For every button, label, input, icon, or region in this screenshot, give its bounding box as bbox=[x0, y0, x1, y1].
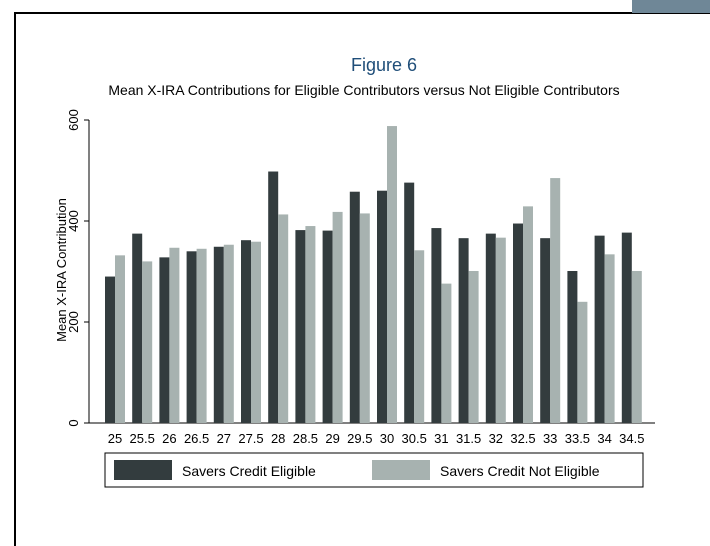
y-axis-label: Mean X-IRA Contribution bbox=[54, 198, 69, 342]
bar-eligible bbox=[404, 182, 415, 423]
x-tick-label: 31.5 bbox=[456, 431, 481, 446]
bar-eligible bbox=[567, 270, 578, 423]
bar-not-eligible bbox=[142, 261, 153, 423]
x-tick-label: 30.5 bbox=[402, 431, 427, 446]
x-tick-label: 32.5 bbox=[510, 431, 535, 446]
bar-not-eligible bbox=[577, 301, 588, 423]
bar-eligible bbox=[132, 233, 143, 423]
y-tick-label: 400 bbox=[66, 210, 81, 232]
bar-eligible bbox=[485, 233, 496, 423]
bar-not-eligible bbox=[305, 226, 316, 423]
bar-eligible bbox=[268, 171, 279, 423]
bar-not-eligible bbox=[359, 213, 370, 423]
legend: Savers Credit Eligible Savers Credit Not… bbox=[104, 452, 644, 488]
bar-eligible bbox=[458, 238, 469, 423]
x-tick-label: 28.5 bbox=[293, 431, 318, 446]
x-tick-label: 34 bbox=[597, 431, 611, 446]
bar-eligible bbox=[213, 246, 224, 423]
chart-subtitle: Mean X-IRA Contributions for Eligible Co… bbox=[108, 82, 619, 98]
bar-not-eligible bbox=[523, 206, 533, 423]
legend-label-eligible: Savers Credit Eligible bbox=[182, 463, 316, 479]
bar-eligible bbox=[322, 230, 333, 423]
corner-tab bbox=[632, 0, 710, 13]
bar-eligible bbox=[431, 228, 442, 423]
bar-eligible bbox=[186, 251, 197, 423]
plot-area: 0 200 400 600 25 25.5 26 26.5 27 27.5 28 28.5 29 29.5… bbox=[66, 109, 655, 446]
bar-not-eligible bbox=[251, 241, 261, 423]
bar-not-eligible bbox=[604, 254, 615, 423]
x-tick-label: 28 bbox=[271, 431, 285, 446]
x-tick-label: 33.5 bbox=[565, 431, 590, 446]
x-tick-label: 34.5 bbox=[619, 431, 644, 446]
bar-not-eligible bbox=[468, 270, 479, 423]
x-tick-label: 32 bbox=[489, 431, 503, 446]
bar-eligible bbox=[513, 223, 523, 423]
x-tick-label: 30 bbox=[380, 431, 394, 446]
bar-eligible bbox=[621, 232, 632, 423]
bar-not-eligible bbox=[550, 178, 561, 423]
x-tick-label: 27.5 bbox=[238, 431, 263, 446]
bar-eligible bbox=[105, 276, 115, 423]
y-tick-label: 0 bbox=[66, 419, 81, 426]
x-tick-label: 33 bbox=[543, 431, 557, 446]
legend-swatch-eligible bbox=[114, 460, 172, 480]
bar-not-eligible bbox=[278, 214, 289, 423]
bar-not-eligible bbox=[414, 250, 425, 423]
bar-not-eligible bbox=[169, 247, 180, 423]
x-tick-label: 29.5 bbox=[347, 431, 372, 446]
bar-not-eligible bbox=[223, 244, 234, 423]
figure-frame bbox=[14, 12, 710, 546]
bar-not-eligible bbox=[441, 283, 452, 423]
chart-title: Figure 6 bbox=[351, 55, 417, 75]
bar-eligible bbox=[377, 190, 387, 423]
x-tick-label: 31 bbox=[434, 431, 448, 446]
x-tick-label: 26.5 bbox=[184, 431, 209, 446]
x-tick-label: 25.5 bbox=[130, 431, 155, 446]
legend-label-not-eligible: Savers Credit Not Eligible bbox=[440, 463, 600, 479]
y-tick-label: 200 bbox=[66, 311, 81, 333]
bar-not-eligible bbox=[115, 255, 125, 423]
bar-not-eligible bbox=[196, 248, 207, 423]
bar-eligible bbox=[159, 257, 170, 423]
bar-not-eligible bbox=[495, 237, 506, 423]
x-tick-label: 27 bbox=[217, 431, 231, 446]
y-tick-label: 600 bbox=[66, 109, 81, 131]
x-tick-label: 26 bbox=[162, 431, 176, 446]
bar-not-eligible bbox=[387, 126, 397, 423]
bar-eligible bbox=[241, 240, 251, 423]
bar-not-eligible bbox=[332, 211, 343, 423]
x-tick-label: 29 bbox=[325, 431, 339, 446]
bar-eligible bbox=[540, 238, 551, 423]
x-tick-label: 25 bbox=[108, 431, 122, 446]
bar-not-eligible bbox=[631, 270, 642, 423]
bar-eligible bbox=[594, 235, 605, 423]
bar-eligible bbox=[295, 230, 306, 423]
legend-swatch-not-eligible bbox=[372, 460, 430, 480]
bar-eligible bbox=[349, 191, 360, 423]
